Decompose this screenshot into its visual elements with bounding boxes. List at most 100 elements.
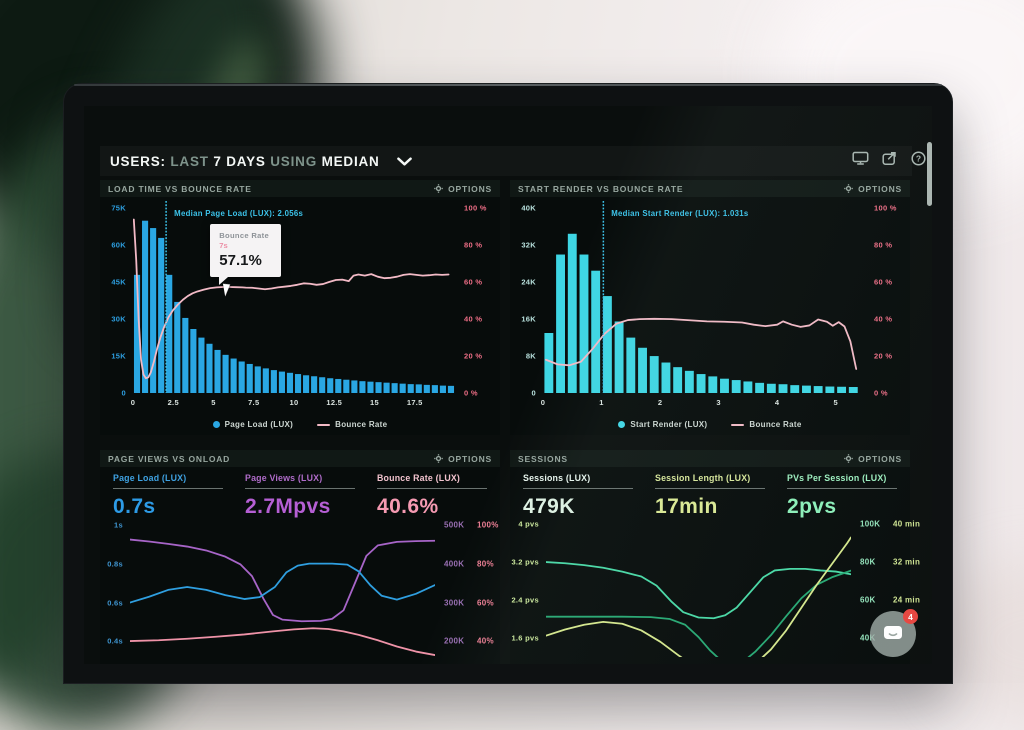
svg-text:?: ? [916, 154, 921, 164]
chevron-down-icon [397, 157, 412, 166]
page-title-part: 7 DAYS [213, 153, 271, 169]
metric-pvs-per-session-lux-: PVs Per Session (LUX) 2pvs [787, 473, 897, 519]
metric-value: 479K [523, 495, 575, 518]
display-icon[interactable] [852, 151, 869, 166]
axis-tick: 16K [521, 314, 536, 324]
dashboard-screen: USERS: LAST 7 DAYS USING MEDIAN [84, 106, 932, 664]
axis-tick: 100 % [464, 203, 487, 213]
axis-tick: 40K [521, 203, 536, 213]
chat-unread-badge: 4 [903, 609, 918, 624]
bounce-rate-tooltip: Bounce Rate 7s 57.1% [210, 224, 282, 297]
page-title[interactable]: USERS: LAST 7 DAYS USING MEDIAN [110, 154, 412, 169]
axis-tick: 32K [521, 240, 536, 250]
legend-dot-swatch [618, 421, 626, 428]
chart-plot-area[interactable]: 1s 0.8s 0.6s 0.4s 500K 100% 400K 80% 300K 60% 200K… [107, 517, 498, 657]
axis-tick: 300K 60% [444, 598, 494, 608]
panel-header: LOAD TIME VS BOUNCE RATE OPTIONS [100, 180, 500, 197]
axis-tick: 0.4s [107, 636, 123, 646]
axis-tick: 60 % [874, 277, 893, 287]
legend-label: Bounce Rate [335, 420, 388, 429]
axis-tick: 100 % [874, 203, 897, 213]
axis-tick: 0 [540, 398, 546, 407]
options-label: OPTIONS [858, 183, 902, 194]
axis-tick: 2.5 [167, 398, 179, 407]
metric-value: 2.7Mpvs [245, 495, 331, 518]
tooltip-x-value: 7s [219, 241, 228, 251]
axis-tick: 0 [531, 388, 536, 398]
legend-label: Start Render (LUX) [630, 420, 708, 429]
legend-label: Bounce Rate [749, 420, 802, 429]
axis-tick: 20 % [874, 351, 893, 361]
panel-body: Median Start Render (LUX): 1.031s 40K 32K… [510, 197, 910, 435]
axis-tick: 3 [716, 398, 721, 407]
options-button[interactable]: OPTIONS [434, 454, 492, 464]
page-title-part: LAST [170, 153, 214, 169]
panel-start-render-vs-bounce-rate: START RENDER VS BOUNCE RATE OPTIONS Medi… [510, 180, 910, 435]
axis-tick: 15K [111, 351, 126, 361]
axis-tick: 80 % [464, 240, 483, 250]
axis-tick: 5 [211, 398, 216, 407]
legend-item: Bounce Rate [317, 420, 387, 429]
metric-summary-row: Page Load (LUX) 0.7s Page Views (LUX) 2.7Mp… [113, 473, 487, 519]
axis-tick: 75K [111, 203, 126, 213]
options-label: OPTIONS [448, 453, 492, 464]
chart-plot-area[interactable]: Median Start Render (LUX): 1.031s 40K 32K… [521, 201, 896, 407]
gear-icon [434, 184, 443, 193]
metric-page-load-lux-: Page Load (LUX) 0.7s [113, 473, 223, 519]
options-button[interactable]: OPTIONS [844, 454, 902, 464]
metric-summary-row: Sessions (LUX) 479K Session Length (LUX) 17… [523, 473, 897, 519]
axis-tick: 2.4 pvs [511, 595, 539, 605]
metric-value: 0.7s [113, 495, 156, 518]
metric-label: Page Load (LUX) [113, 473, 223, 489]
metric-label: Page Views (LUX) [245, 473, 355, 489]
chart-canvas [130, 517, 435, 657]
chart-plot-area[interactable]: 4 pvs 3.2 pvs 2.4 pvs 1.6 pvs 100K 40 min 80K 3… [511, 517, 920, 657]
axis-tick: 60K [111, 240, 126, 250]
axis-tick: 0.8s [107, 559, 123, 569]
axis-tick: 80 % [874, 240, 893, 250]
chat-widget-button[interactable]: 4 [870, 609, 918, 657]
legend-line-swatch [317, 423, 331, 426]
tooltip-value: 57.1% [219, 252, 262, 270]
share-icon[interactable] [881, 151, 898, 166]
panel-title: START RENDER VS BOUNCE RATE [518, 183, 684, 194]
axis-tick: 1s [114, 520, 123, 530]
metric-sessions-lux-: Sessions (LUX) 479K [523, 473, 633, 519]
median-annotation: Median Page Load (LUX): 2.056s [174, 208, 304, 218]
axis-tick: 0 % [464, 388, 478, 398]
axis-tick: 60 % [464, 277, 483, 287]
panel-header: SESSIONS OPTIONS [510, 450, 910, 467]
help-icon[interactable]: ? [910, 151, 927, 166]
chat-bubble-icon [884, 626, 902, 639]
axis-tick: 1.6 pvs [511, 633, 539, 643]
scrollbar-thumb[interactable] [927, 142, 932, 206]
legend-line-swatch [731, 423, 745, 426]
options-button[interactable]: OPTIONS [844, 184, 902, 194]
metric-value: 17min [655, 495, 718, 518]
axis-tick: 24K [521, 277, 536, 287]
page-title-text: USERS: LAST 7 DAYS USING MEDIAN [110, 154, 384, 169]
axis-tick: 3.2 pvs [511, 557, 539, 567]
gear-icon [434, 454, 443, 463]
metric-label: Bounce Rate (LUX) [377, 473, 487, 489]
axis-tick: 12.5 [326, 398, 343, 407]
axis-tick: 45K [111, 277, 126, 287]
panel-title: SESSIONS [518, 453, 568, 464]
panel-body: Page Load (LUX) 0.7s Page Views (LUX) 2.7Mp… [100, 467, 500, 664]
axis-tick: 0 [121, 388, 126, 398]
legend-item: Page Load (LUX) [212, 420, 294, 429]
axis-tick: 30K [111, 314, 126, 324]
metric-session-length-lux-: Session Length (LUX) 17min [655, 473, 765, 519]
panel-sessions: SESSIONS OPTIONS Sessions (LUX) 479K Sessi… [510, 450, 920, 664]
tooltip-series: Bounce Rate [219, 231, 269, 241]
axis-tick: 1 [599, 398, 604, 407]
gear-icon [844, 454, 853, 463]
chart-plot-area[interactable]: Median Page Load (LUX): 2.056s Bounce Ra… [111, 201, 486, 407]
options-button[interactable]: OPTIONS [434, 184, 492, 194]
chart-canvas [543, 201, 865, 393]
axis-tick: 4 pvs [518, 519, 539, 529]
axis-tick: 5 [833, 398, 838, 407]
metric-value: 2pvs [787, 495, 837, 518]
axis-tick: 60K 24 min [860, 595, 921, 605]
axis-tick: 40 % [874, 314, 893, 324]
